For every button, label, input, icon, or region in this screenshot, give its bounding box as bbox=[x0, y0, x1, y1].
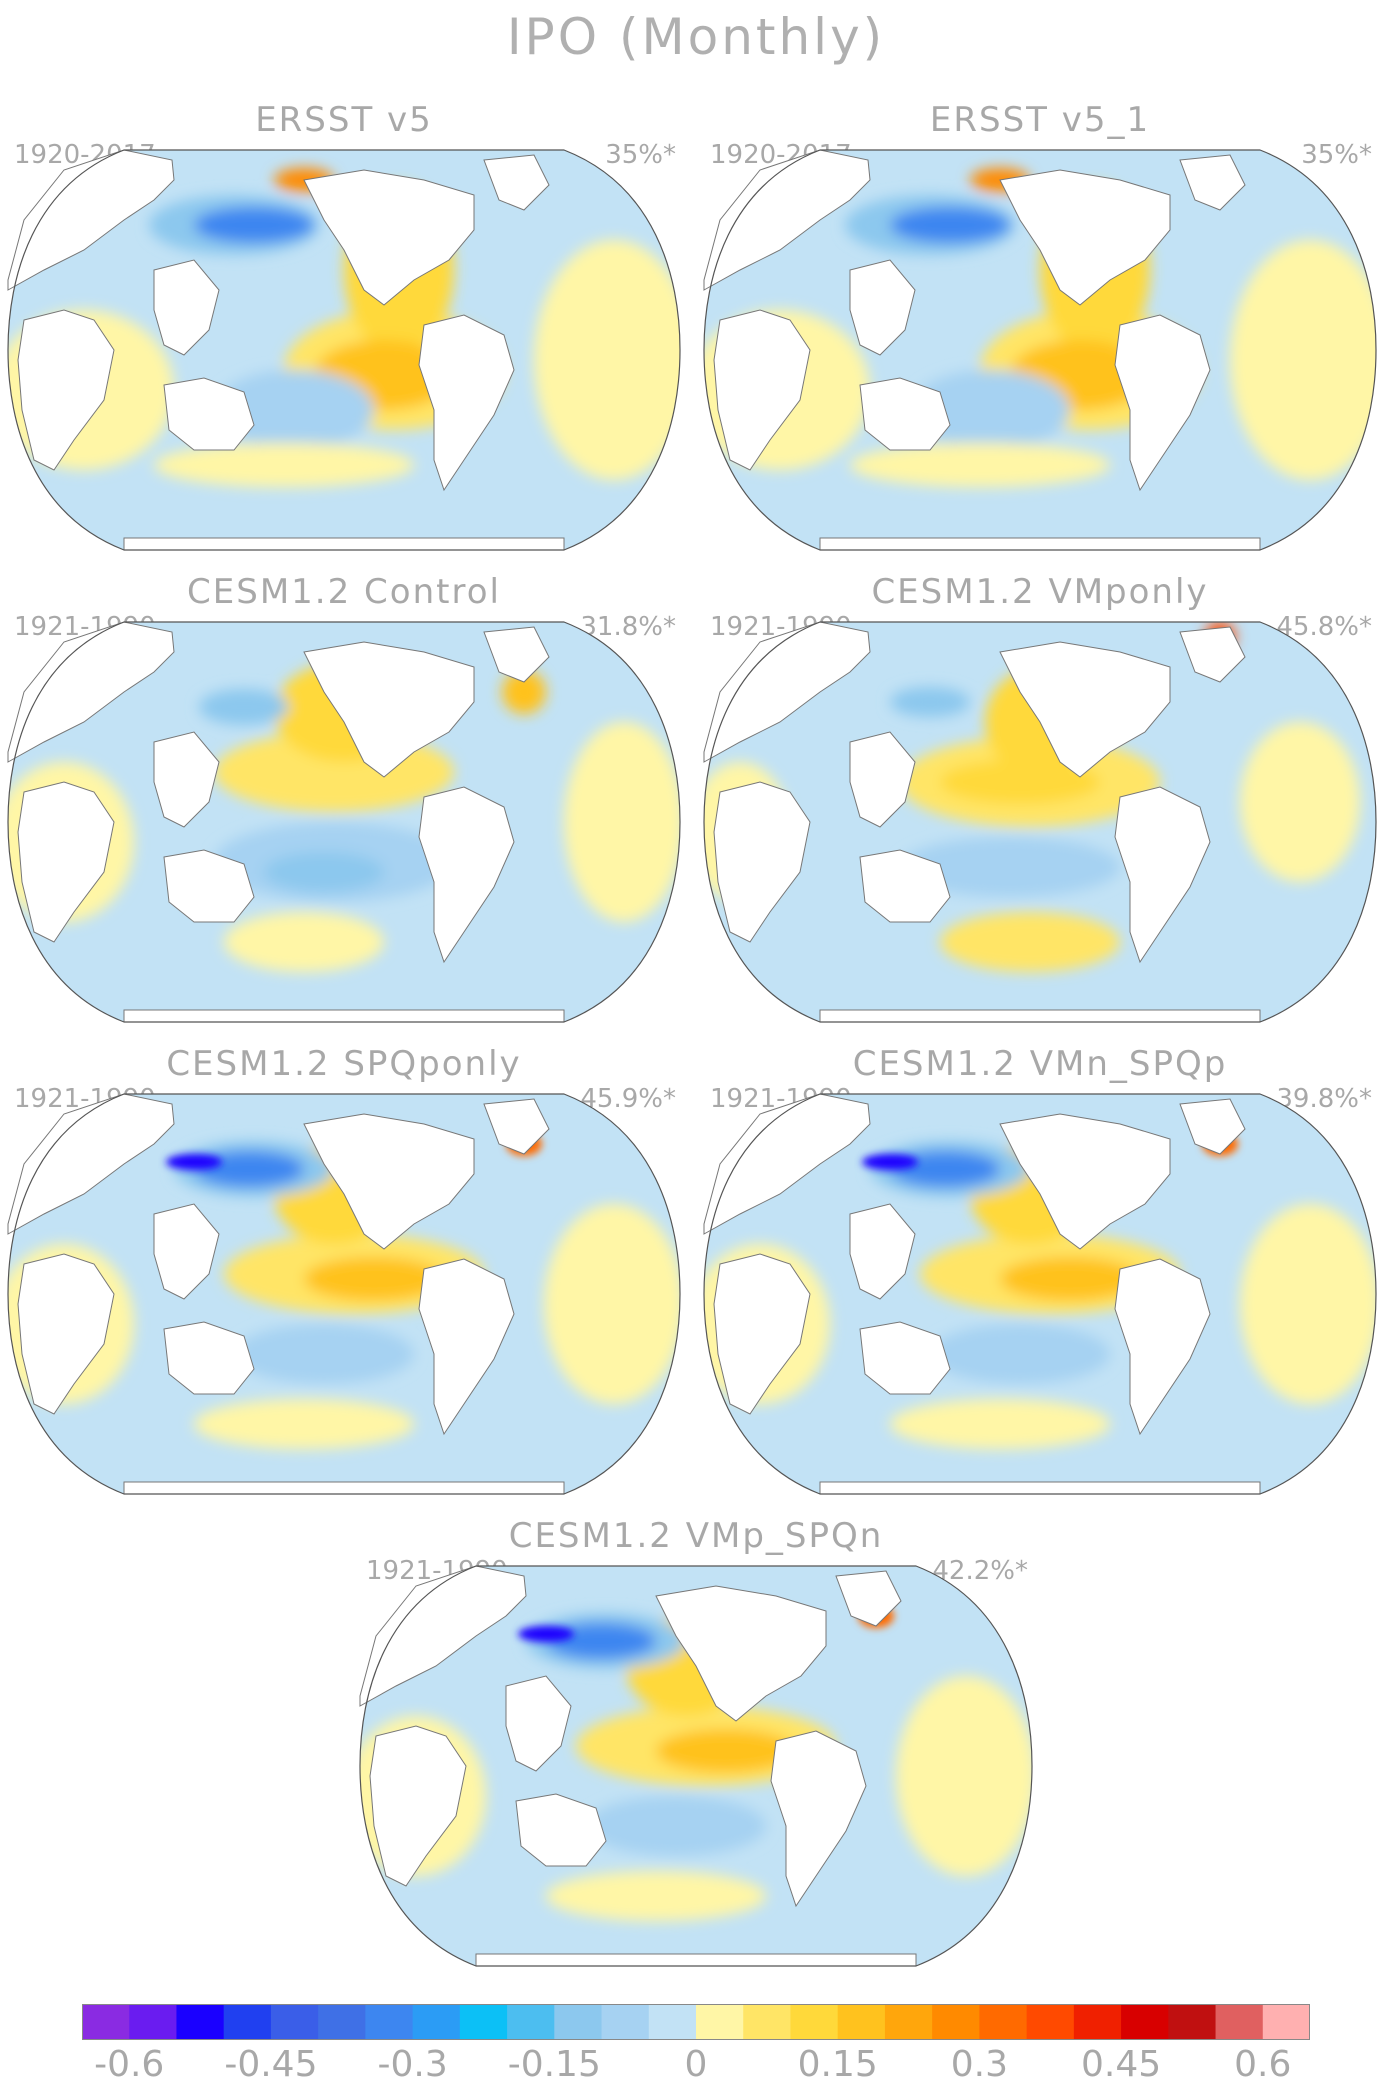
sst-anomaly-map bbox=[356, 1556, 1036, 1976]
colorbar-swatch bbox=[884, 2004, 933, 2040]
sst-anomaly-map bbox=[4, 612, 684, 1032]
colorbar-tick-labels: -0.6 -0.45 -0.3 -0.15 0 0.15 0.3 0.45 0.6 bbox=[0, 2044, 1392, 2092]
panel-variance: 45.9%* bbox=[580, 1084, 676, 1114]
colorbar-tick-label: 0.45 bbox=[1080, 2044, 1162, 2085]
colorbar-swatch bbox=[601, 2004, 650, 2040]
colorbar-tick-label: 0 bbox=[684, 2044, 708, 2085]
colorbar-swatch bbox=[696, 2004, 744, 2040]
panel-title: CESM1.2 VMp_SPQn bbox=[508, 1516, 884, 1556]
panel-title: CESM1.2 VMn_SPQp bbox=[852, 1044, 1228, 1084]
panel-variance: 45.8%* bbox=[1276, 612, 1372, 642]
colorbar-border bbox=[82, 2004, 1310, 2040]
colorbar-swatch bbox=[1262, 2004, 1310, 2040]
colorbar-tick-label: -0.3 bbox=[377, 2044, 448, 2085]
map-panel-cesm-control: CESM1.2 Control 1921-1990 31.8%* bbox=[4, 572, 684, 1042]
colorbar-swatch bbox=[507, 2004, 555, 2040]
map-panel-cesm-vmn-spqp: CESM1.2 VMn_SPQp 1921-1990 39.8%* bbox=[700, 1044, 1380, 1514]
colorbar-swatch bbox=[1215, 2004, 1264, 2040]
sst-anomaly-map bbox=[4, 1084, 684, 1504]
colorbar-swatch bbox=[318, 2004, 366, 2040]
colorbar-swatch bbox=[554, 2004, 603, 2040]
colorbar-swatch bbox=[365, 2004, 414, 2040]
panel-title: CESM1.2 VMponly bbox=[871, 572, 1209, 612]
map-panel-cesm-spqponly: CESM1.2 SPQponly 1921-1990 45.9%* bbox=[4, 1044, 684, 1514]
colorbar-swatch bbox=[129, 2004, 177, 2040]
panel-variance: 39.8%* bbox=[1276, 1084, 1372, 1114]
colorbar-tick-label: 0.3 bbox=[950, 2044, 1009, 2085]
colorbar-swatch bbox=[82, 2004, 130, 2040]
colorbar-swatch bbox=[223, 2004, 272, 2040]
colorbar-swatch bbox=[979, 2004, 1028, 2040]
colorbar-tick-label: 0.6 bbox=[1234, 2044, 1292, 2085]
map-panel-cesm-vmponly: CESM1.2 VMponly 1921-1990 45.8%* bbox=[700, 572, 1380, 1042]
sst-anomaly-map bbox=[700, 140, 1380, 560]
colorbar-swatch bbox=[1026, 2004, 1075, 2040]
map-panel-cesm-vmp-spqn: CESM1.2 VMp_SPQn 1921-1990 42.2%* bbox=[356, 1516, 1036, 1986]
panel-title: ERSST v5_1 bbox=[929, 100, 1151, 140]
panel-variance: 42.2%* bbox=[932, 1556, 1028, 1586]
colorbar-tick-label: 0.15 bbox=[797, 2044, 878, 2085]
panel-title: ERSST v5 bbox=[255, 100, 433, 140]
colorbar-swatch bbox=[412, 2004, 461, 2040]
colorbar-tick-label: -0.6 bbox=[94, 2044, 165, 2085]
panel-title: CESM1.2 Control bbox=[187, 572, 501, 612]
colorbar-swatch bbox=[1073, 2004, 1122, 2040]
figure-title: IPO (Monthly) bbox=[506, 8, 886, 66]
panel-title: CESM1.2 SPQponly bbox=[166, 1044, 522, 1084]
panel-variance: 35%* bbox=[1301, 140, 1372, 170]
panel-variance: 35%* bbox=[605, 140, 676, 170]
colorbar-swatch bbox=[932, 2004, 980, 2040]
colorbar-swatch bbox=[176, 2004, 225, 2040]
sst-anomaly-map bbox=[700, 612, 1380, 1032]
colorbar-swatch bbox=[648, 2004, 697, 2040]
colorbar-swatch bbox=[743, 2004, 791, 2040]
colorbar-swatch bbox=[1121, 2004, 1169, 2040]
colorbar-swatch bbox=[1168, 2004, 1217, 2040]
colorbar-tick-label: -0.15 bbox=[507, 2044, 601, 2085]
colorbar-swatch bbox=[270, 2004, 319, 2040]
panel-variance: 31.8%* bbox=[580, 612, 676, 642]
colorbar-swatch bbox=[459, 2004, 508, 2040]
colorbar-tick-label: -0.45 bbox=[224, 2044, 318, 2085]
colorbar-swatch bbox=[837, 2004, 886, 2040]
map-panel-ersst-v5-1: ERSST v5_1 1920-2017 35%* bbox=[700, 100, 1380, 570]
colorbar bbox=[82, 2004, 1310, 2040]
colorbar-swatch bbox=[790, 2004, 839, 2040]
sst-anomaly-map bbox=[700, 1084, 1380, 1504]
map-panel-ersst-v5: ERSST v5 1920-2017 35%* bbox=[4, 100, 684, 570]
sst-anomaly-map bbox=[4, 140, 684, 560]
